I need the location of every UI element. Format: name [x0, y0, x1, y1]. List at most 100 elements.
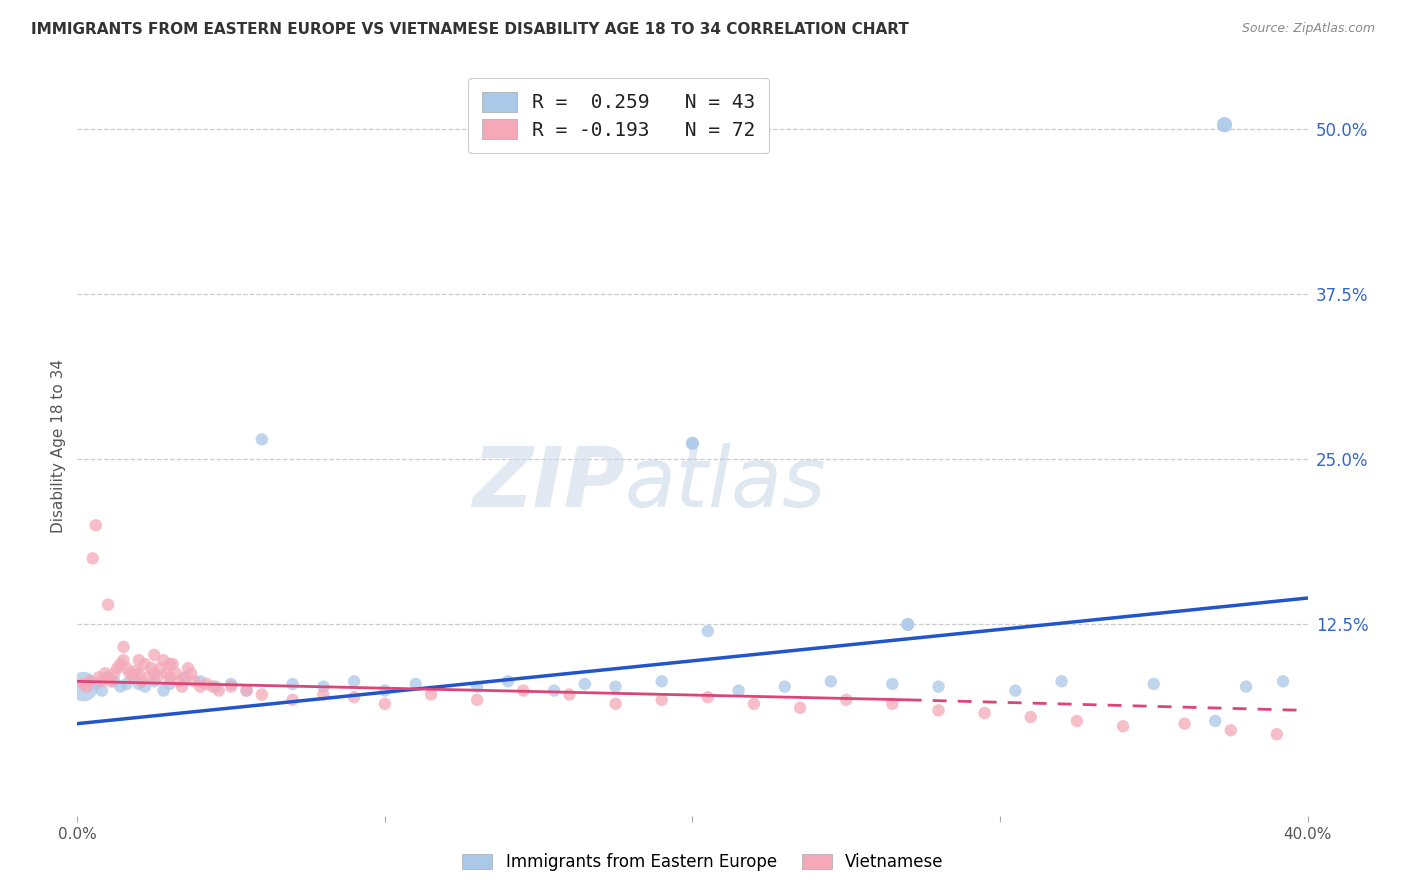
Point	[170, 680, 193, 694]
Point	[97, 670, 120, 684]
Point	[103, 674, 125, 689]
Point	[928, 703, 950, 717]
Point	[103, 666, 125, 681]
Point	[835, 693, 858, 707]
Point	[159, 657, 181, 672]
Point	[79, 674, 101, 689]
Y-axis label: Disability Age 18 to 34: Disability Age 18 to 34	[51, 359, 66, 533]
Point	[152, 683, 174, 698]
Point	[183, 674, 205, 689]
Point	[134, 680, 156, 694]
Point	[188, 674, 212, 689]
Point	[90, 683, 114, 698]
Point	[146, 670, 169, 684]
Legend: Immigrants from Eastern Europe, Vietnamese: Immigrants from Eastern Europe, Vietname…	[454, 845, 952, 880]
Point	[84, 677, 107, 691]
Point	[496, 674, 519, 689]
Point	[180, 666, 202, 681]
Point	[112, 640, 135, 654]
Point	[115, 677, 138, 691]
Point	[574, 677, 596, 691]
Point	[1174, 716, 1197, 731]
Point	[195, 677, 218, 691]
Point	[128, 666, 150, 681]
Point	[174, 670, 197, 684]
Point	[1234, 680, 1257, 694]
Point	[79, 674, 101, 689]
Point	[973, 706, 995, 720]
Point	[250, 433, 273, 447]
Point	[1143, 677, 1166, 691]
Point	[1004, 683, 1026, 698]
Point	[159, 677, 181, 691]
Point	[110, 680, 132, 694]
Point	[1019, 710, 1042, 724]
Point	[789, 700, 811, 714]
Point	[152, 653, 174, 667]
Point	[1066, 714, 1088, 728]
Point	[131, 674, 153, 689]
Point	[343, 674, 366, 689]
Point	[128, 653, 150, 667]
Point	[820, 674, 842, 689]
Point	[235, 683, 257, 698]
Point	[374, 697, 396, 711]
Point	[125, 664, 148, 678]
Text: Source: ZipAtlas.com: Source: ZipAtlas.com	[1241, 22, 1375, 36]
Point	[882, 677, 904, 691]
Text: ZIP: ZIP	[472, 442, 624, 524]
Point	[928, 680, 950, 694]
Point	[773, 680, 796, 694]
Point	[605, 680, 627, 694]
Legend: R =  0.259   N = 43, R = -0.193   N = 72: R = 0.259 N = 43, R = -0.193 N = 72	[468, 78, 769, 153]
Point	[1050, 674, 1073, 689]
Point	[727, 683, 749, 698]
Point	[121, 670, 143, 684]
Point	[204, 680, 226, 694]
Point	[110, 657, 132, 672]
Point	[897, 617, 920, 632]
Point	[143, 674, 166, 689]
Point	[128, 677, 150, 691]
Point	[149, 661, 172, 675]
Point	[1204, 714, 1226, 728]
Point	[312, 688, 335, 702]
Point	[76, 680, 98, 694]
Text: atlas: atlas	[624, 442, 827, 524]
Point	[174, 670, 197, 684]
Point	[177, 661, 200, 675]
Point	[651, 674, 673, 689]
Point	[742, 697, 765, 711]
Point	[281, 677, 304, 691]
Point	[162, 657, 184, 672]
Point	[72, 680, 94, 694]
Point	[405, 677, 427, 691]
Point	[605, 697, 627, 711]
Point	[121, 670, 143, 684]
Point	[219, 677, 242, 691]
Point	[112, 653, 135, 667]
Point	[143, 648, 166, 662]
Point	[696, 624, 718, 639]
Point	[1272, 674, 1295, 689]
Point	[682, 436, 704, 450]
Point	[1219, 723, 1241, 738]
Point	[188, 680, 212, 694]
Point	[882, 697, 904, 711]
Point	[100, 674, 122, 689]
Point	[167, 674, 190, 689]
Point	[84, 518, 107, 533]
Text: IMMIGRANTS FROM EASTERN EUROPE VS VIETNAMESE DISABILITY AGE 18 TO 34 CORRELATION: IMMIGRANTS FROM EASTERN EUROPE VS VIETNA…	[31, 22, 908, 37]
Point	[143, 666, 166, 681]
Point	[696, 690, 718, 705]
Point	[1213, 118, 1236, 132]
Point	[420, 688, 443, 702]
Point	[543, 683, 565, 698]
Point	[281, 693, 304, 707]
Point	[219, 680, 242, 694]
Point	[201, 680, 224, 694]
Point	[651, 693, 673, 707]
Point	[250, 688, 273, 702]
Point	[208, 683, 231, 698]
Point	[118, 666, 141, 681]
